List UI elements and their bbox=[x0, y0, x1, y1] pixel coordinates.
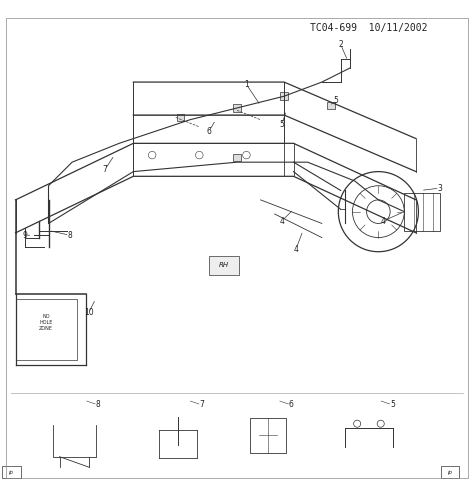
Bar bbox=[233, 154, 241, 161]
Text: ip: ip bbox=[447, 470, 453, 475]
Text: 7: 7 bbox=[102, 165, 108, 174]
Text: 8: 8 bbox=[96, 400, 100, 410]
Text: 7: 7 bbox=[199, 400, 204, 410]
Text: 9: 9 bbox=[22, 231, 27, 240]
Bar bbox=[209, 256, 239, 275]
Text: 6: 6 bbox=[289, 400, 293, 410]
Bar bbox=[440, 466, 459, 478]
Text: 2: 2 bbox=[338, 40, 343, 49]
Bar bbox=[328, 102, 335, 109]
Bar bbox=[250, 417, 285, 453]
Text: TC04-699  10/11/2002: TC04-699 10/11/2002 bbox=[310, 23, 428, 33]
Bar bbox=[280, 92, 288, 100]
Text: 5: 5 bbox=[334, 96, 338, 105]
Bar bbox=[2, 466, 21, 478]
Text: RH: RH bbox=[219, 262, 229, 268]
Bar bbox=[404, 193, 439, 231]
Text: 4: 4 bbox=[279, 216, 284, 226]
Bar bbox=[177, 114, 184, 121]
Bar bbox=[16, 299, 77, 360]
Text: 4: 4 bbox=[381, 216, 385, 226]
Text: 5: 5 bbox=[390, 400, 395, 410]
Text: 1: 1 bbox=[244, 80, 249, 89]
Bar bbox=[233, 104, 241, 112]
Text: 6: 6 bbox=[206, 127, 211, 136]
Text: 10: 10 bbox=[84, 308, 93, 318]
Text: ip: ip bbox=[9, 470, 14, 475]
Text: 3: 3 bbox=[437, 184, 442, 193]
Text: 4: 4 bbox=[293, 245, 298, 254]
Text: NO
HOLE
ZONE: NO HOLE ZONE bbox=[39, 314, 53, 330]
Text: 5: 5 bbox=[279, 120, 284, 129]
Text: 8: 8 bbox=[67, 231, 72, 240]
